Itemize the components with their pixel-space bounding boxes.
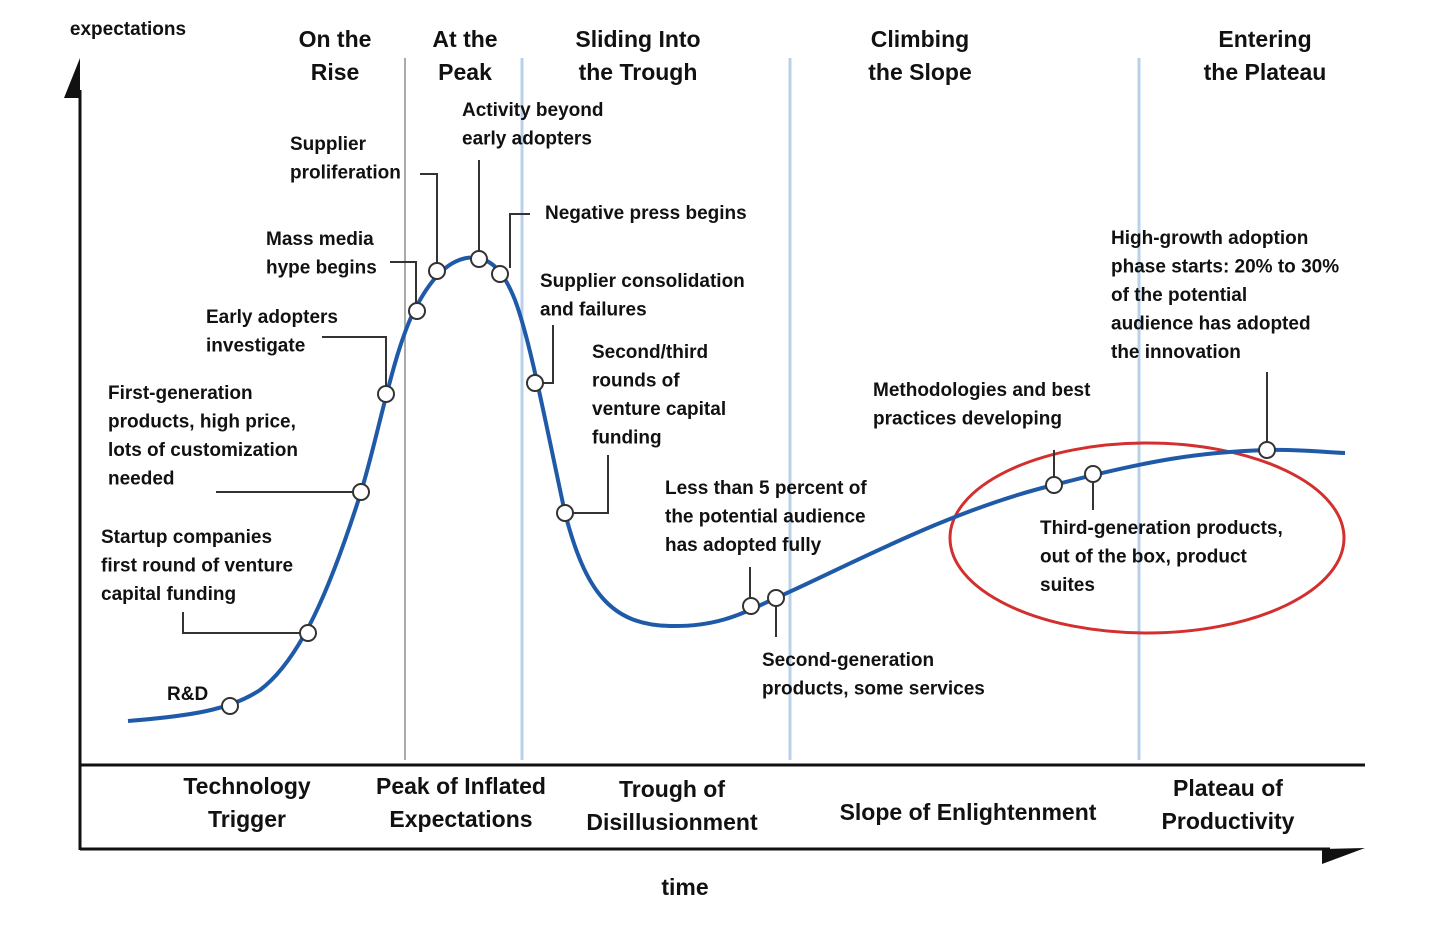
annotation: of the potential (1111, 285, 1247, 306)
phase-label: Productivity (1162, 808, 1295, 834)
highlight-ellipse (948, 441, 1346, 635)
annotation: needed (108, 469, 175, 490)
annotation: capital funding (101, 584, 236, 605)
annotation: suites (1040, 575, 1095, 596)
annotation: hype begins (266, 258, 377, 279)
annotation: rounds of (592, 371, 680, 392)
axes (64, 58, 1365, 864)
annotation: Second-generation (762, 650, 934, 671)
annotation: lots of customization (108, 440, 298, 461)
phase-header: the Trough (579, 59, 698, 85)
annotation: R&D (167, 684, 208, 705)
y-axis-label: expectations (70, 19, 186, 40)
phase-dividers (404, 58, 1141, 760)
annotation: products, high price, (108, 412, 296, 433)
annotation: products, some services (762, 679, 985, 700)
phase-label: Technology (183, 773, 311, 799)
annotation: proliferation (290, 163, 401, 184)
annotation: Activity beyond (462, 100, 603, 121)
phase-header: On the (299, 26, 372, 52)
annotation: Second/third (592, 342, 708, 363)
phase-header: Sliding Into (575, 26, 700, 52)
phase-header: Rise (311, 59, 360, 85)
annotation: Early adopters (206, 307, 338, 328)
phase-label: Expectations (389, 806, 532, 832)
annotation: Negative press begins (545, 203, 747, 224)
phase-label: Peak of Inflated (376, 773, 546, 799)
annotation: investigate (206, 336, 305, 357)
annotation: First-generation (108, 383, 253, 404)
annotation: phase starts: 20% to 30% (1111, 257, 1339, 278)
annotation: out of the box, product (1040, 547, 1248, 568)
milestones (221, 250, 1276, 715)
phase-label: Slope of Enlightenment (840, 799, 1097, 825)
annotation: Supplier (290, 134, 367, 155)
phase-header: Entering (1218, 26, 1311, 52)
x-axis-label: time (661, 874, 708, 900)
annotation: audience has adopted (1111, 314, 1311, 335)
phase-label: Disillusionment (586, 809, 758, 835)
annotation: Startup companies (101, 527, 272, 548)
annotation: Less than 5 percent of (665, 478, 867, 499)
annotation: funding (592, 428, 662, 449)
annotation: Mass media (266, 229, 374, 250)
phase-label: Plateau of (1173, 775, 1283, 801)
phase-label: Trough of (619, 776, 725, 802)
annotation: the potential audience (665, 507, 866, 528)
phase-header: the Slope (868, 59, 972, 85)
phase-header: At the (432, 26, 497, 52)
annotation: Methodologies and best (873, 380, 1091, 401)
phase-header: Climbing (871, 26, 969, 52)
annotation: and failures (540, 300, 647, 321)
annotation: practices developing (873, 409, 1062, 430)
leader-lines (182, 160, 1268, 637)
annotation: early adopters (462, 129, 592, 150)
annotation: has adopted fully (665, 535, 822, 556)
phase-header: Peak (438, 59, 492, 85)
phase-label: Trigger (208, 806, 286, 832)
annotation: High-growth adoption (1111, 228, 1308, 249)
annotation: Supplier consolidation (540, 271, 745, 292)
phase-header: the Plateau (1204, 59, 1327, 85)
annotation: Third-generation products, (1040, 518, 1283, 539)
annotation: the innovation (1111, 342, 1241, 363)
annotation: first round of venture (101, 556, 293, 577)
annotation: venture capital (592, 399, 726, 420)
